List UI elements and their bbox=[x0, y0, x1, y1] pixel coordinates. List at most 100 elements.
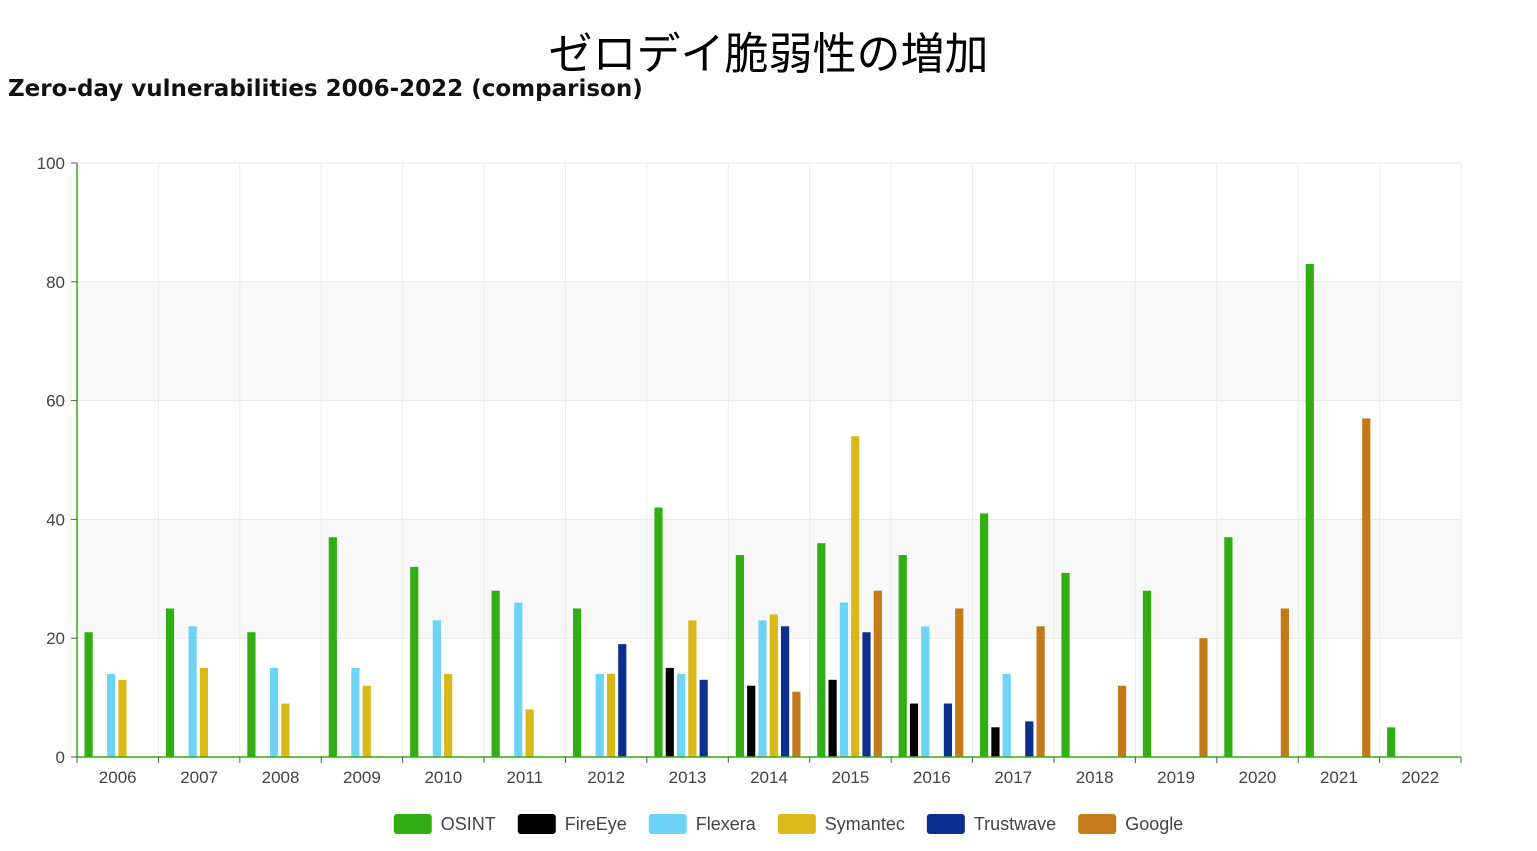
bar-trustwave-2016 bbox=[943, 703, 953, 757]
plot-background bbox=[77, 281, 1461, 639]
bar-fireeye-2014 bbox=[747, 685, 756, 757]
bar-flexera-2016 bbox=[921, 626, 930, 757]
bar-osint-2018 bbox=[1061, 572, 1070, 757]
x-tick-label: 2016 bbox=[913, 768, 951, 787]
x-tick-label: 2020 bbox=[1239, 768, 1277, 787]
bar-flexera-2015 bbox=[839, 602, 849, 757]
bar-symantec-2007 bbox=[199, 667, 209, 757]
bar-osint-2013 bbox=[654, 507, 663, 757]
x-tick-label: 2018 bbox=[1076, 768, 1114, 787]
page-title: ゼロデイ脆弱性の増加 bbox=[548, 29, 989, 80]
legend-label: FireEye bbox=[565, 814, 627, 834]
bar-fireeye-2013 bbox=[665, 667, 674, 757]
y-tick-label: 20 bbox=[46, 629, 65, 648]
bar-google-2021 bbox=[1362, 418, 1371, 757]
legend-label: Flexera bbox=[696, 814, 757, 834]
bar-symantec-2012 bbox=[606, 673, 616, 757]
bar-symantec-2014 bbox=[769, 614, 778, 757]
legend-swatch bbox=[1078, 814, 1117, 834]
bar-fireeye-2015 bbox=[828, 679, 837, 757]
bar-osint-2021 bbox=[1305, 263, 1314, 757]
plot-band bbox=[77, 519, 1461, 639]
legend-label: OSINT bbox=[441, 814, 496, 834]
bar-google-2015 bbox=[873, 590, 882, 757]
bar-symantec-2015 bbox=[851, 436, 860, 757]
x-tick-label: 2019 bbox=[1157, 768, 1195, 787]
bar-osint-2014 bbox=[735, 555, 744, 757]
bar-google-2020 bbox=[1280, 608, 1289, 757]
bar-osint-2016 bbox=[898, 555, 907, 757]
bar-fireeye-2017 bbox=[991, 727, 1000, 757]
legend-swatch bbox=[393, 814, 432, 834]
bar-flexera-2008 bbox=[269, 667, 279, 757]
bar-osint-2007 bbox=[165, 608, 175, 757]
legend-swatch bbox=[926, 814, 965, 834]
legend-item-trustwave: Trustwave bbox=[926, 814, 1056, 834]
x-tick-label: 2015 bbox=[831, 768, 869, 787]
x-tick-label: 2014 bbox=[750, 768, 788, 787]
y-tick-label: 60 bbox=[46, 392, 65, 411]
bar-osint-2011 bbox=[491, 590, 500, 757]
bar-flexera-2012 bbox=[595, 673, 604, 757]
bar-flexera-2017 bbox=[1002, 673, 1011, 757]
y-tick-label: 0 bbox=[56, 748, 65, 767]
bar-fireeye-2016 bbox=[909, 703, 919, 757]
bar-osint-2008 bbox=[247, 632, 256, 757]
x-tick-label: 2010 bbox=[424, 768, 462, 787]
bar-symantec-2006 bbox=[118, 679, 127, 757]
legend-label: Symantec bbox=[825, 814, 905, 834]
bar-google-2019 bbox=[1199, 638, 1208, 757]
legend-swatch bbox=[648, 814, 687, 834]
bar-symantec-2013 bbox=[688, 620, 697, 757]
bar-trustwave-2017 bbox=[1025, 721, 1034, 757]
bar-osint-2022 bbox=[1387, 727, 1396, 757]
bar-flexera-2006 bbox=[107, 673, 116, 757]
x-tick-label: 2013 bbox=[669, 768, 707, 787]
x-tick-label: 2012 bbox=[587, 768, 625, 787]
bar-osint-2017 bbox=[980, 513, 989, 757]
y-tick-label: 100 bbox=[37, 154, 65, 173]
legend-item-google: Google bbox=[1078, 814, 1183, 834]
axes: 0 20 40 60 80 100 2006 2007 2008 2009 2010 2011 2012… bbox=[37, 154, 1462, 787]
legend-label: Google bbox=[1125, 814, 1183, 834]
y-tick-label: 40 bbox=[46, 510, 65, 529]
bar-google-2014 bbox=[792, 691, 801, 757]
bar-trustwave-2013 bbox=[699, 679, 708, 757]
x-tick-label: 2017 bbox=[994, 768, 1032, 787]
x-tick-label: 2008 bbox=[262, 768, 300, 787]
grid-lines bbox=[77, 162, 1462, 758]
bar-osint-2010 bbox=[410, 566, 419, 757]
x-tick-label: 2011 bbox=[506, 768, 543, 787]
bar-trustwave-2012 bbox=[618, 644, 627, 757]
bar-symantec-2008 bbox=[281, 703, 290, 757]
legend-item-flexera: Flexera bbox=[648, 814, 757, 834]
legend-item-osint: OSINT bbox=[393, 814, 496, 834]
bars bbox=[84, 263, 1396, 757]
y-tick-label: 80 bbox=[46, 273, 65, 292]
bar-osint-2019 bbox=[1142, 590, 1152, 757]
chart-title: Zero-day vulnerabilities 2006-2022 (comp… bbox=[8, 76, 643, 102]
legend-swatch bbox=[777, 814, 816, 834]
x-tick-label: 2021 bbox=[1320, 768, 1358, 787]
bar-osint-2006 bbox=[84, 632, 93, 757]
legend-item-fireeye: FireEye bbox=[517, 814, 627, 834]
bar-osint-2020 bbox=[1224, 537, 1233, 757]
bar-flexera-2007 bbox=[188, 626, 197, 757]
bar-trustwave-2014 bbox=[780, 626, 790, 757]
bar-trustwave-2015 bbox=[862, 632, 871, 757]
bar-osint-2009 bbox=[328, 537, 337, 757]
bar-flexera-2013 bbox=[676, 673, 686, 757]
legend-item-symantec: Symantec bbox=[777, 814, 905, 834]
x-tick-label: 2009 bbox=[343, 768, 381, 787]
bar-google-2017 bbox=[1036, 626, 1045, 757]
bar-flexera-2011 bbox=[514, 602, 523, 757]
bar-symantec-2011 bbox=[525, 709, 534, 757]
legend-swatch bbox=[517, 814, 556, 834]
bar-flexera-2014 bbox=[758, 620, 767, 757]
bar-osint-2012 bbox=[572, 608, 582, 757]
x-tick-label: 2007 bbox=[180, 768, 218, 787]
bar-osint-2015 bbox=[817, 543, 826, 757]
bar-google-2018 bbox=[1117, 685, 1127, 757]
x-tick-label: 2006 bbox=[99, 768, 137, 787]
